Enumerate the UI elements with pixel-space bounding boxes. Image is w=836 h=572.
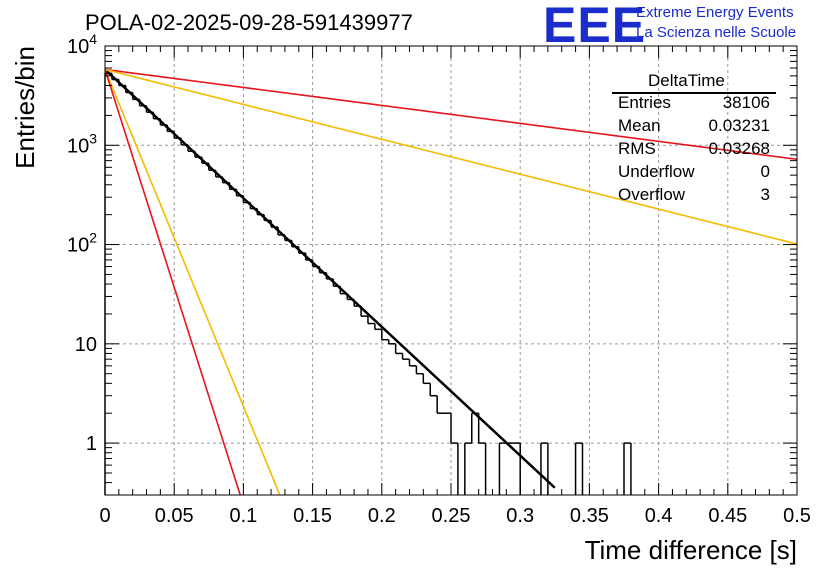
stats-label: Overflow	[618, 185, 686, 204]
x-tick-label: 0.3	[506, 505, 534, 527]
eee-tagline-1: Extreme Energy Events	[636, 4, 794, 21]
stats-label: Underflow	[618, 162, 695, 181]
y-tick-label: 102	[67, 230, 97, 257]
stats-title: DeltaTime	[648, 71, 725, 90]
fit-curve-orange-fast	[105, 69, 281, 495]
stats-divider	[612, 92, 776, 94]
y-axis-label: Entries/bin	[10, 46, 40, 169]
fit-curve-red-slow	[105, 68, 797, 161]
x-tick-label: 0.4	[645, 505, 673, 527]
x-tick-label: 0.15	[293, 505, 332, 527]
eee-logo: EEE	[543, 0, 647, 53]
stats-value: 0.03231	[708, 116, 770, 135]
y-tick-label: 1	[86, 433, 97, 455]
fit-curve-orange-slow	[105, 68, 797, 245]
x-tick-label: 0.45	[708, 505, 747, 527]
stats-value: 38106	[722, 93, 770, 112]
plot-title: POLA-02-2025-09-28-591439977	[85, 10, 413, 35]
x-axis-label: Time difference [s]	[585, 535, 797, 565]
x-tick-label: 0.2	[368, 505, 396, 527]
x-tick-label: 0.5	[783, 505, 811, 527]
stats-value: 0.03268	[708, 139, 770, 158]
stats-value: 3	[760, 185, 770, 204]
stats-label: RMS	[618, 139, 656, 158]
x-tick-label: 0	[99, 505, 110, 527]
stats-label: Entries	[618, 93, 671, 112]
stats-value: 0	[760, 162, 770, 181]
x-tick-label: 0.25	[432, 505, 471, 527]
stats-label: Mean	[618, 116, 661, 135]
x-tick-label: 0.1	[229, 505, 257, 527]
y-tick-label: 103	[67, 130, 97, 157]
fit-curve-red-fast	[105, 69, 242, 495]
eee-tagline-2: La Scienza nelle Scuole	[636, 24, 797, 41]
x-tick-label: 0.05	[155, 505, 194, 527]
y-tick-label: 10	[75, 334, 97, 356]
x-tick-label: 0.35	[570, 505, 609, 527]
y-tick-label: 104	[67, 31, 97, 58]
